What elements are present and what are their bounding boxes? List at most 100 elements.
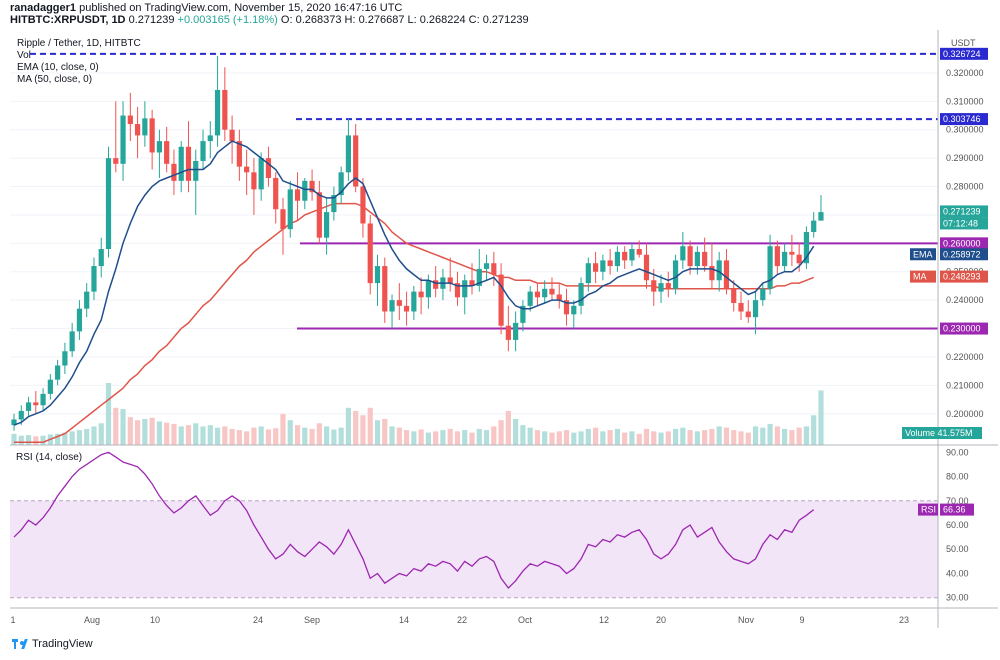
volume-bar <box>244 431 250 445</box>
volume-bar <box>731 430 737 445</box>
time-tick-label: 20 <box>656 615 666 625</box>
volume-bar <box>214 427 221 445</box>
candle-body <box>127 115 133 125</box>
time-tick-label: Oct <box>518 615 533 625</box>
volume-bar <box>98 423 104 445</box>
volume-bar <box>25 435 32 445</box>
candle-body <box>331 195 337 213</box>
volume-bar <box>11 433 17 445</box>
volume-bar <box>447 428 453 445</box>
volume-bar <box>476 428 482 445</box>
price-tick-label: 0.220000 <box>946 352 984 362</box>
volume-bar <box>367 407 373 445</box>
volume-bar <box>403 430 410 445</box>
candle-body <box>818 212 824 221</box>
volume-bar <box>374 420 381 445</box>
volume-bar <box>207 425 213 445</box>
symbol-text: HITBTC:XRPUSDT, 1D <box>10 14 126 26</box>
candle-body <box>571 305 577 315</box>
volume-bar <box>229 428 235 445</box>
volume-bar <box>324 426 330 445</box>
candle-body <box>84 291 90 309</box>
candle-body <box>418 291 424 298</box>
price-unit-label: USDT <box>951 38 976 48</box>
candle-body <box>25 402 32 411</box>
candle-body <box>338 172 344 196</box>
volume-bar <box>360 415 366 445</box>
legend-title: Ripple / Tether, 1D, HITBTC <box>17 38 141 49</box>
candle-body <box>353 135 359 187</box>
candle-body <box>316 192 322 238</box>
volume-bar <box>316 423 322 445</box>
rsi-tick-label: 90.00 <box>946 447 969 457</box>
rsi-tick-label: 70.00 <box>946 496 969 506</box>
volume-bar <box>614 428 621 445</box>
volume-bar <box>723 427 730 445</box>
price-tick-label: 0.320000 <box>946 68 984 78</box>
legend-ema[interactable]: EMA (10, close, 0) <box>17 62 99 73</box>
candle-body <box>643 254 650 281</box>
candle-body <box>251 172 257 190</box>
countdown-label: 07:12:48 <box>943 218 978 228</box>
candle-body <box>229 129 235 142</box>
volume-bar <box>382 418 388 445</box>
candle-body <box>483 263 490 269</box>
last-price-label-bg <box>940 205 988 218</box>
legend-ma[interactable]: MA (50, close, 0) <box>17 74 93 85</box>
volume-bar <box>113 407 119 445</box>
candle-body <box>491 263 497 275</box>
volume-bar <box>651 431 657 445</box>
volume-bar <box>818 390 824 445</box>
candle-body <box>593 263 599 272</box>
rsi-tag: RSI <box>921 505 936 515</box>
volume-bar <box>454 431 461 445</box>
volume-bar <box>680 427 686 445</box>
price-tick-label: 0.210000 <box>946 380 984 390</box>
volume-bar <box>774 426 780 445</box>
candle-body <box>265 158 272 179</box>
footer-brand[interactable]: TradingView <box>32 638 93 650</box>
volume-bar <box>433 431 439 445</box>
candle-body <box>811 220 817 232</box>
volume-bar <box>411 431 417 445</box>
candle-body <box>244 166 250 173</box>
volume-bar <box>534 430 541 445</box>
candle-body <box>680 246 686 261</box>
volume-bar <box>745 432 751 445</box>
price-tick-label: 0.290000 <box>946 153 984 163</box>
volume-bar <box>84 428 90 445</box>
ma-label-tag-bg <box>910 270 936 283</box>
candle-body <box>651 280 657 292</box>
candle-body <box>389 300 395 312</box>
publisher-name[interactable]: ranadagger1 <box>10 2 77 14</box>
candle-body <box>752 300 759 318</box>
volume-bar <box>811 415 817 445</box>
candle-body <box>98 249 104 267</box>
ohlc-text: O: 0.268373 H: 0.276687 L: 0.268224 C: 0… <box>280 14 529 26</box>
volume-label: Volume 41.575M <box>905 428 973 438</box>
candle-body <box>200 141 206 161</box>
legend-vol[interactable]: Vol <box>17 50 31 61</box>
volume-bar <box>105 383 112 445</box>
top-level-label-bg <box>940 47 988 60</box>
candle-body <box>709 266 715 281</box>
volume-bar <box>527 427 533 445</box>
volume-bar <box>55 433 61 445</box>
volume-bar <box>571 432 577 445</box>
candle-body <box>767 246 773 289</box>
countdown-label-bg <box>940 217 988 230</box>
candle-body <box>33 402 39 406</box>
rsi-tick-label: 40.00 <box>946 568 969 578</box>
rsi-tick-label: 30.00 <box>946 593 969 603</box>
volume-bar <box>280 414 286 445</box>
volume-bar <box>549 432 555 445</box>
volume-bar <box>469 432 475 445</box>
volume-bar <box>462 430 468 445</box>
footer: TradingView <box>12 638 93 650</box>
candle-body <box>425 280 431 298</box>
volume-bar <box>665 431 671 445</box>
rsi-legend[interactable]: RSI (14, close) <box>16 452 83 463</box>
volume-bar <box>345 407 352 445</box>
candle-body <box>76 308 83 332</box>
